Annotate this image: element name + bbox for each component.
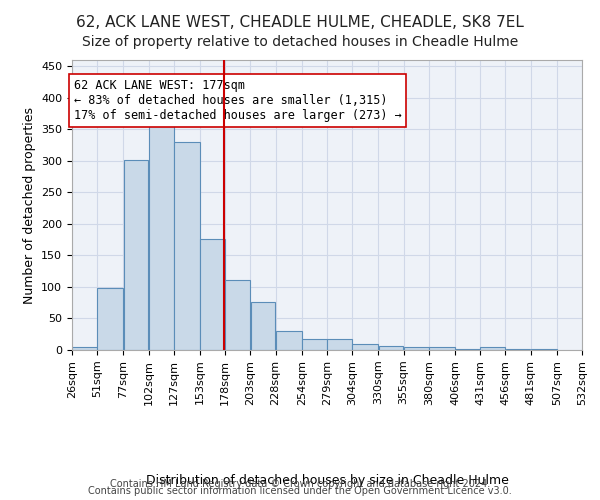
Bar [379,346,403,350]
Text: 62, ACK LANE WEST, CHEADLE HULME, CHEADLE, SK8 7EL: 62, ACK LANE WEST, CHEADLE HULME, CHEADL… [76,15,524,30]
Bar [276,331,302,350]
Text: Size of property relative to detached houses in Cheadle Hulme: Size of property relative to detached ho… [82,35,518,49]
Bar [226,280,250,350]
Bar [174,142,200,350]
Bar [481,347,505,350]
Bar [149,91,173,350]
Text: Contains public sector information licensed under the Open Government Licence v3: Contains public sector information licen… [88,486,512,496]
Bar [200,239,225,350]
Bar [531,348,557,350]
Y-axis label: Number of detached properties: Number of detached properties [23,106,35,304]
Bar [506,348,530,350]
Bar [455,348,480,350]
Bar [251,302,275,350]
Bar [429,347,455,350]
Bar [72,347,97,350]
Bar [327,340,352,350]
Bar [124,160,148,350]
Bar [352,344,378,350]
Text: Contains HM Land Registry data © Crown copyright and database right 2024.: Contains HM Land Registry data © Crown c… [110,479,490,489]
Text: 62 ACK LANE WEST: 177sqm
← 83% of detached houses are smaller (1,315)
17% of sem: 62 ACK LANE WEST: 177sqm ← 83% of detach… [74,79,402,122]
X-axis label: Distribution of detached houses by size in Cheadle Hulme: Distribution of detached houses by size … [146,474,508,488]
Bar [97,288,123,350]
Bar [404,348,428,350]
Bar [302,340,327,350]
